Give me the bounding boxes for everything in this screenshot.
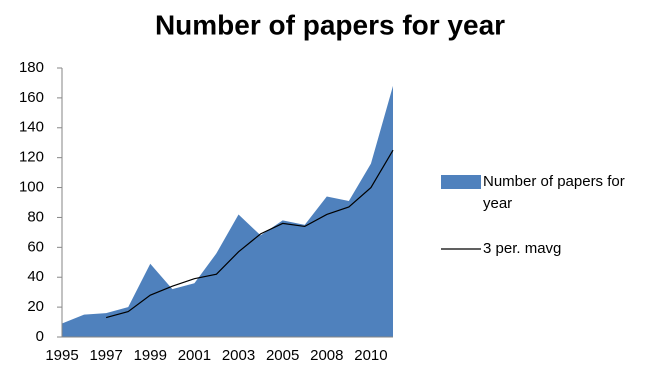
x-tick-label: 2001 bbox=[178, 347, 211, 364]
legend-swatch bbox=[441, 175, 481, 189]
legend-label: Number of papers for year bbox=[483, 173, 625, 212]
y-tick-label: 20 bbox=[27, 298, 44, 315]
area bbox=[62, 85, 393, 337]
y-tick-label: 80 bbox=[27, 208, 44, 225]
chart-title: Number of papers for year bbox=[155, 9, 505, 40]
y-tick-label: 100 bbox=[19, 179, 44, 196]
x-tick-label: 2008 bbox=[310, 347, 343, 364]
x-tick-label: 2003 bbox=[222, 347, 255, 364]
x-tick-label: 2010 bbox=[354, 347, 387, 364]
x-tick-label: 2005 bbox=[266, 347, 299, 364]
line bbox=[105, 149, 394, 319]
y-tick-label: 160 bbox=[19, 89, 44, 106]
legend-item: Number of papers for year bbox=[483, 173, 625, 212]
legend-label: 3 per. mavg bbox=[483, 240, 562, 257]
y-tick-label: 60 bbox=[27, 238, 44, 255]
x-tick-label: 1995 bbox=[45, 347, 78, 364]
y-tick-label: 120 bbox=[19, 149, 44, 166]
y-tick-label: 180 bbox=[19, 59, 44, 76]
x-tick-label: 1999 bbox=[134, 347, 167, 364]
legend-item: 3 per. mavg bbox=[483, 240, 562, 257]
x-tick-label: 1997 bbox=[89, 347, 122, 364]
y-tick-label: 0 bbox=[36, 328, 44, 345]
y-tick-label: 140 bbox=[19, 119, 44, 136]
y-tick-label: 40 bbox=[27, 268, 44, 285]
